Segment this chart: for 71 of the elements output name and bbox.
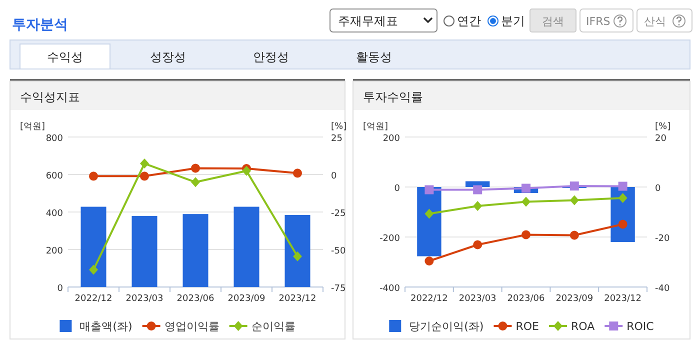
y2-tick-label: -75: [331, 284, 346, 294]
chart-title: 수익성지표: [20, 90, 80, 104]
chart-title: 투자수익률: [363, 90, 423, 104]
legend-label: 순이익률: [251, 320, 296, 333]
x-tick-label: 2023/03: [458, 294, 496, 304]
y2-tick-label: -40: [655, 284, 670, 294]
point: [424, 208, 434, 219]
legend-label: 매출액(좌): [80, 320, 132, 333]
x-tick-label: 2022/12: [410, 294, 448, 304]
point: [618, 220, 628, 229]
point: [570, 182, 579, 190]
x-tick-label: 2023/06: [507, 294, 545, 304]
y2-axis-title: [%]: [331, 122, 347, 132]
point: [424, 256, 434, 266]
header: 투자분석 주재무제표 연간 분기 검색 IFRS 산식 수익성 성장성 안정성 활동성: [10, 8, 692, 70]
y-tick-label: 400: [46, 209, 64, 219]
y2-tick-label: 20: [655, 134, 667, 144]
point: [473, 185, 482, 194]
x-tick-label: 2023/12: [604, 294, 642, 304]
point: [570, 195, 579, 206]
legend-label: 영업이익률: [164, 320, 220, 333]
bar: [234, 206, 260, 287]
x-tick-label: 2023/06: [176, 294, 214, 304]
point: [522, 230, 530, 240]
legend-label: ROIC: [626, 320, 654, 333]
point: [570, 230, 579, 240]
y2-tick-label: -25: [331, 209, 346, 219]
point: [424, 185, 434, 194]
legend-label: 당기순이익(좌): [409, 320, 484, 333]
x-tick-label: 2022/12: [74, 294, 112, 304]
x-tick-label: 2023/09: [228, 294, 266, 304]
y2-tick-label: 0: [655, 184, 661, 194]
y2-tick-label: -20: [655, 234, 670, 244]
y2-tick-label: -50: [331, 246, 346, 256]
point: [191, 177, 200, 188]
point: [473, 201, 482, 211]
point: [522, 184, 530, 193]
y-tick-label: 0: [57, 284, 64, 294]
y-tick-label: -400: [380, 284, 400, 294]
point: [242, 166, 251, 176]
x-tick-label: 2023/12: [278, 294, 316, 304]
x-tick-label: 2023/09: [556, 294, 594, 304]
point: [293, 168, 302, 178]
y-axis-title: [억원]: [363, 122, 388, 132]
point: [473, 240, 482, 250]
point: [293, 251, 302, 262]
legend-label: ROA: [570, 320, 596, 333]
point: [89, 264, 98, 275]
y2-tick-label: 0: [331, 172, 337, 182]
y-tick-label: -200: [380, 234, 400, 244]
y2-tick-label: 25: [331, 134, 342, 144]
y-tick-label: 0: [394, 184, 400, 194]
point: [618, 193, 628, 203]
point: [618, 182, 628, 191]
y-tick-label: 800: [46, 134, 64, 144]
bar: [80, 206, 106, 287]
point: [89, 172, 98, 181]
point: [191, 164, 200, 173]
y2-axis-title: [%]: [655, 122, 671, 132]
legend-label: ROE: [516, 320, 540, 333]
y-tick-label: 200: [46, 246, 64, 256]
point: [522, 196, 530, 207]
y-tick-label: 200: [382, 134, 400, 144]
bar: [284, 215, 310, 287]
x-tick-label: 2023/03: [126, 294, 164, 304]
bar: [132, 216, 158, 287]
y-tick-label: 600: [46, 172, 64, 182]
bar: [182, 214, 208, 287]
point: [140, 172, 149, 181]
point: [140, 158, 149, 169]
y-axis-title: [억원]: [20, 122, 46, 132]
